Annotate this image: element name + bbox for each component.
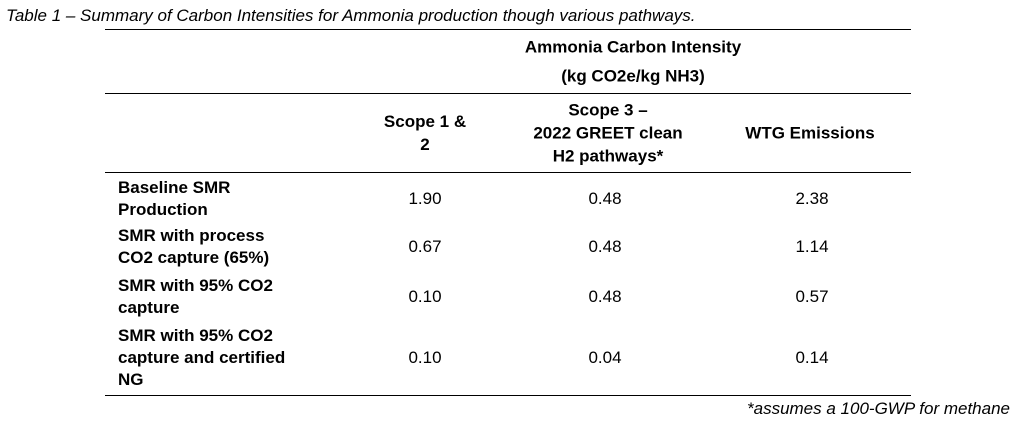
row-label-line: Production <box>118 200 208 219</box>
cell-line: 0.48 <box>588 287 622 306</box>
row-label: SMR with process CO2 capture (65%) <box>118 225 269 269</box>
row-label: SMR with 95% CO2 capture <box>118 275 273 319</box>
cell-line: 0.14 <box>795 348 829 367</box>
row-label-line: SMR with 95% CO2 <box>118 326 273 345</box>
cell: 2.38 <box>795 189 828 209</box>
cell-line: 1.14 <box>795 237 829 256</box>
row-label: SMR with 95% CO2 capture and certified NG <box>118 325 285 391</box>
row-label-line: CO2 capture (65%) <box>118 248 270 267</box>
caption: Table 1 – Summary of Carbon Intensities … <box>6 6 696 25</box>
cell: 1.14 <box>795 237 828 257</box>
column-header-line: Scope 1 & <box>383 112 467 131</box>
cell: 0.48 <box>588 237 621 257</box>
column-header-line: WTG Emissions <box>745 123 875 143</box>
cell-line: 0.57 <box>795 287 829 306</box>
header-rule <box>105 172 911 173</box>
column-header-line: H2 pathways* <box>552 146 664 166</box>
cell-line: 0.48 <box>588 189 622 208</box>
column-header: WTG Emissions <box>745 122 874 145</box>
column-header: Scope 3 – 2022 GREET clean H2 pathways* <box>533 99 682 168</box>
bottom-rule <box>105 395 911 396</box>
cell: 0.04 <box>588 348 621 368</box>
row-label-line: capture <box>118 298 180 317</box>
column-header: Scope 1 & 2 <box>384 110 466 156</box>
group-header: (kg CO2e/kg NH3) <box>561 65 705 88</box>
cell-line: 1.90 <box>408 189 442 208</box>
group-header: Ammonia Carbon Intensity <box>525 36 741 59</box>
group-header-line: Ammonia Carbon Intensity <box>524 37 742 57</box>
group-rule <box>105 93 911 94</box>
cell-line: 0.67 <box>408 237 442 256</box>
cell: 0.10 <box>408 348 441 368</box>
cell: 0.48 <box>588 189 621 209</box>
column-header-line: Scope 3 – <box>568 100 648 120</box>
row-label: Baseline SMR Production <box>118 177 230 221</box>
cell-line: 0.10 <box>408 287 442 306</box>
cell-line: 2.38 <box>795 189 829 208</box>
row-label-line: SMR with 95% CO2 <box>118 276 273 295</box>
column-header-line: 2 <box>420 135 430 154</box>
cell: 0.10 <box>408 287 441 307</box>
row-label-line: Baseline SMR <box>118 178 231 197</box>
cell: 1.90 <box>408 189 441 209</box>
cell: 0.14 <box>795 348 828 368</box>
cell: 0.67 <box>408 237 441 257</box>
row-label-line: SMR with process <box>118 226 265 245</box>
cell-line: 0.04 <box>588 348 622 367</box>
group-header-line: (kg CO2e/kg NH3) <box>561 66 705 86</box>
cell-line: 0.10 <box>408 348 442 367</box>
cell: 0.48 <box>588 287 621 307</box>
column-header-line: 2022 GREET clean <box>533 123 683 143</box>
cell: 0.57 <box>795 287 828 307</box>
cell-line: 0.48 <box>588 237 622 256</box>
footnote: *assumes a 100-GWP for methane <box>747 399 1010 418</box>
top-rule <box>105 29 911 30</box>
row-label-line: capture and certified <box>118 348 286 367</box>
row-label-line: NG <box>118 370 144 389</box>
